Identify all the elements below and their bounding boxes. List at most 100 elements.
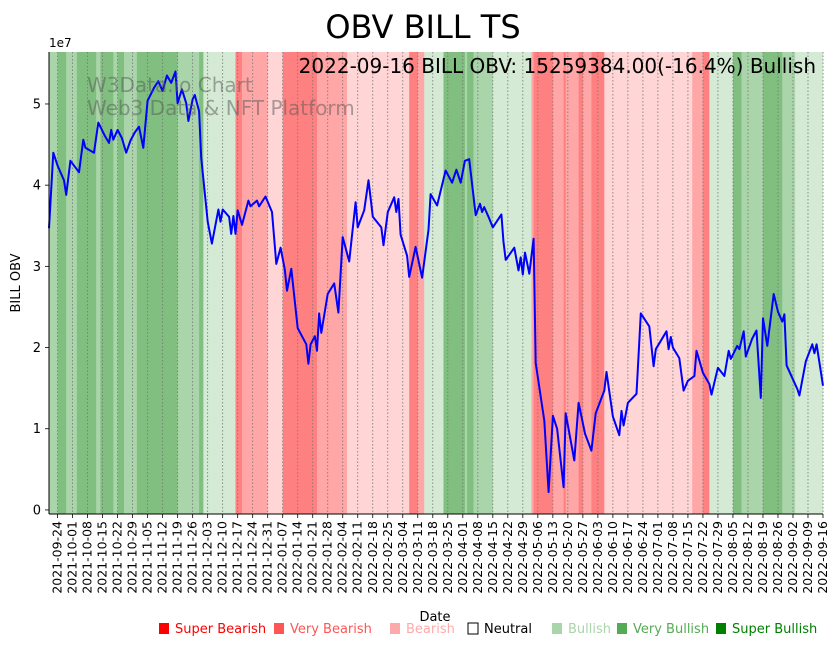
legend-label: Super Bullish (732, 622, 817, 637)
band-mild-bearish (267, 52, 284, 514)
y-tick-label: 0 (33, 503, 41, 518)
band-bearish (531, 52, 534, 514)
legend-swatch (716, 623, 726, 634)
band-bullish (741, 52, 764, 514)
legend-label: Neutral (484, 622, 532, 637)
chart-title: OBV BILL TS (325, 8, 520, 46)
x-tick-label: 2021-10-22 (110, 521, 125, 594)
x-tick-label: 2022-07-22 (695, 521, 710, 594)
x-tick-label: 2022-03-04 (395, 521, 410, 594)
legend-swatch (159, 623, 169, 634)
x-tick-label: 2022-08-26 (770, 521, 785, 594)
x-tick-labels: 2021-09-24 2021-10-01 2021-10-08 2021-10-15… (50, 521, 830, 594)
x-tick-label: 2021-11-19 (170, 521, 185, 594)
band-very-bullish (762, 52, 783, 514)
x-tick-label: 2022-04-01 (455, 521, 470, 594)
band-very-bullish (57, 52, 67, 514)
x-tick-label: 2022-03-18 (425, 521, 440, 594)
legend-swatch (552, 623, 562, 634)
x-tick-label: 2022-04-29 (515, 521, 530, 594)
legend-item-bullish: Bullish (552, 622, 611, 637)
band-very-bullish (199, 52, 204, 514)
x-tick-label: 2022-02-18 (365, 521, 380, 594)
x-axis-label: Date (419, 610, 450, 625)
watermark-line-2: Web3 Data & NFT Platform (87, 96, 355, 120)
legend-label: Bullish (568, 622, 611, 637)
legend-item-very-bullish: Very Bullish (617, 622, 709, 637)
x-gridlines (57, 52, 824, 514)
legend-label: Super Bearish (175, 622, 266, 637)
y-tick-label: 4 (33, 179, 41, 194)
band-bearish (552, 52, 564, 514)
x-tick-label: 2022-05-20 (560, 521, 575, 594)
x-tick-label: 2022-08-12 (740, 521, 755, 594)
y-tick-label: 2 (33, 341, 41, 356)
x-tick-label: 2022-09-02 (785, 521, 800, 594)
x-tick-label: 2021-10-15 (95, 521, 110, 594)
x-tick-label: 2022-06-10 (605, 521, 620, 594)
band-bearish (565, 52, 579, 514)
x-tick-label: 2022-02-25 (380, 521, 395, 594)
x-tick-label: 2022-03-11 (410, 521, 425, 594)
band-bullish (66, 52, 78, 514)
band-very-bearish (578, 52, 584, 514)
x-tick-label: 2021-12-10 (215, 521, 230, 594)
y-tick-labels: 0 1 2 3 4 5 (33, 97, 41, 518)
band-very-bullish (732, 52, 742, 514)
x-tick-label: 2021-11-05 (140, 521, 155, 594)
x-tick-label: 2022-02-11 (350, 521, 365, 594)
band-bullish (96, 52, 101, 514)
y-multiplier-label: 1e7 (49, 36, 72, 50)
x-tick-label: 2022-05-27 (575, 521, 590, 594)
x-tick-label: 2022-07-15 (680, 521, 695, 594)
x-tick-label: 2021-11-12 (155, 521, 170, 594)
x-tick-label: 2021-10-08 (80, 521, 95, 594)
band-very-bullish (467, 52, 474, 514)
x-tick-label: 2021-09-24 (50, 521, 65, 594)
band-mild-bullish (424, 52, 444, 514)
legend-label: Very Bearish (290, 622, 372, 637)
x-tick-label: 2021-10-29 (125, 521, 140, 594)
latest-value-annotation: 2022-09-16 BILL OBV: 15259384.00(-16.4%)… (299, 54, 816, 78)
x-tick-label: 2021-12-17 (230, 521, 245, 594)
x-tick-label: 2022-01-07 (275, 521, 290, 594)
axes (45, 52, 824, 518)
x-tick-label: 2021-12-03 (200, 521, 215, 594)
legend-swatch (617, 623, 627, 634)
legend-item-bearish: Bearish (390, 622, 455, 637)
band-very-bullish (443, 52, 466, 514)
legend-item-super-bearish: Super Bearish (159, 622, 266, 637)
band-very-bearish (533, 52, 554, 514)
x-tick-label: 2022-07-29 (710, 521, 725, 594)
x-tick-label: 2022-06-17 (620, 521, 635, 594)
band-bullish (177, 52, 200, 514)
band-mild-bearish (347, 52, 410, 514)
band-bullish (49, 52, 58, 514)
band-bullish (782, 52, 796, 514)
band-bullish (113, 52, 118, 514)
legend-swatch (467, 622, 479, 635)
x-tick-label: 2022-03-25 (440, 521, 455, 594)
band-bearish (582, 52, 592, 514)
x-tick-label: 2022-02-04 (335, 521, 350, 594)
x-tick-label: 2022-04-08 (470, 521, 485, 594)
sentiment-bands (49, 52, 824, 514)
band-very-bullish (76, 52, 97, 514)
x-tick-label: 2021-12-24 (245, 521, 260, 594)
legend-swatch (390, 623, 400, 634)
band-mild-bullish (203, 52, 236, 514)
legend-label: Very Bullish (633, 622, 709, 637)
band-very-bullish (117, 52, 125, 514)
legend-item-super-bullish: Super Bullish (716, 622, 817, 637)
x-tick-label: 2021-11-26 (185, 521, 200, 594)
x-tick-label: 2022-07-08 (665, 521, 680, 594)
x-tick-label: 2022-04-22 (500, 521, 515, 594)
x-tick-label: 2021-10-01 (65, 521, 80, 594)
x-tick-label: 2022-01-14 (290, 521, 305, 594)
x-tick-label: 2022-04-15 (485, 521, 500, 594)
y-tick-label: 5 (33, 97, 41, 112)
x-tick-label: 2022-01-28 (320, 521, 335, 594)
band-mild-bullish (795, 52, 824, 514)
y-tick-label: 1 (33, 422, 41, 437)
